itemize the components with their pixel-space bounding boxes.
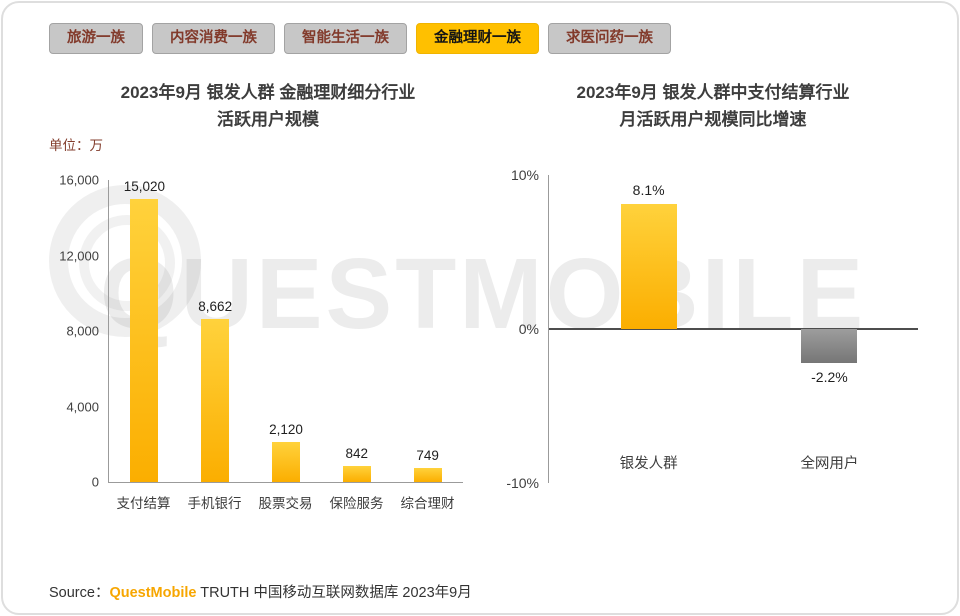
source-line: Source：QuestMobile TRUTH 中国移动互联网数据库 2023… (49, 581, 472, 602)
source-suffix: TRUTH 中国移动互联网数据库 2023年9月 (196, 585, 472, 601)
left-bar-3 (271, 442, 300, 482)
left-y-tick-2: 12,000 (59, 248, 99, 263)
left-category-4: 保险服务 (329, 496, 384, 511)
left-bar-5 (413, 467, 442, 482)
left-y-tick-3: 8,000 (66, 323, 99, 339)
left-chart-title-line1: 2023年9月 银发人群 金融理财细分行业 (120, 83, 416, 102)
source-prefix: Source： (49, 585, 110, 601)
tab-1[interactable]: 旅游一族 (49, 23, 143, 54)
left-bar-1 (130, 198, 159, 482)
right-y-tick-1: 10% (510, 167, 539, 183)
left-bar-4 (342, 466, 371, 482)
zero-axis-line (549, 328, 918, 330)
right-bar-2 (801, 329, 858, 363)
left-bar-value-2: 8,662 (198, 298, 233, 314)
tab-2[interactable]: 内容消费一族 (152, 23, 275, 54)
right-bar-value-2: -2.2% (811, 368, 848, 385)
left-y-tick-4: 4,000 (66, 399, 99, 414)
left-chart-category-axis: 支付结算 手机银行 股票交易 保险服务 综合理财 (108, 492, 463, 512)
left-bar-2 (201, 318, 230, 482)
right-category-1: 银发人群 (619, 456, 678, 472)
source-brand: QuestMobile (109, 585, 197, 601)
tab-5[interactable]: 求医问药一族 (548, 23, 671, 54)
right-chart-title-line1: 2023年9月 银发人群中支付结算行业 (576, 83, 850, 102)
left-bar-slot-2: 8,662 (180, 180, 251, 482)
left-bar-value-5: 749 (416, 447, 439, 463)
left-bar-row: 15,020 8,662 2,120 842 749 (109, 178, 463, 482)
left-bar-value-3: 2,120 (269, 422, 303, 437)
left-bar-value-4: 842 (345, 446, 369, 462)
left-bar-slot-1: 15,020 (109, 178, 180, 482)
left-y-tick-1: 16,000 (59, 172, 99, 188)
left-chart-plot: 16,000 12,000 8,000 4,000 0 15,020 8,662 2,120 8… (59, 173, 463, 490)
left-bar-slot-4: 842 (321, 180, 392, 482)
tab-4-active[interactable]: 金融理财一族 (416, 23, 539, 54)
left-category-1: 支付结算 (116, 496, 171, 511)
left-category-5: 综合理财 (400, 496, 455, 511)
left-bar-slot-5: 749 (392, 180, 463, 482)
right-chart-title: 2023年9月 银发人群中支付结算行业 月活跃用户规模同比增速 (498, 79, 928, 133)
right-category-2: 全网用户 (800, 456, 859, 472)
left-chart-title-line2: 活跃用户规模 (217, 110, 319, 130)
right-bar-value-1: 8.1% (632, 182, 665, 199)
unit-label: 单位：万 (49, 138, 103, 153)
left-chart-title: 2023年9月 银发人群 金融理财细分行业 活跃用户规模 (43, 79, 493, 133)
tab-bar: 旅游一族 内容消费一族 智能生活一族 金融理财一族 求医问药一族 (49, 23, 671, 54)
left-category-2: 手机银行 (187, 496, 242, 511)
left-bar-slot-3: 2,120 (251, 180, 322, 482)
right-y-tick-2: 0% (518, 321, 539, 337)
left-bar-value-1: 15,020 (123, 178, 166, 194)
right-chart-title-line2: 月活跃用户规模同比增速 (619, 110, 807, 130)
left-category-3: 股票交易 (258, 496, 313, 511)
right-y-tick-3: -10% (506, 475, 539, 491)
right-chart-plot: 10% 0% -10% 8.1% 银发人群 -2.2% 全网用户 (506, 167, 918, 491)
right-bar-1 (620, 204, 677, 329)
tab-3[interactable]: 智能生活一族 (284, 23, 407, 54)
left-y-tick-5: 0 (91, 474, 99, 490)
